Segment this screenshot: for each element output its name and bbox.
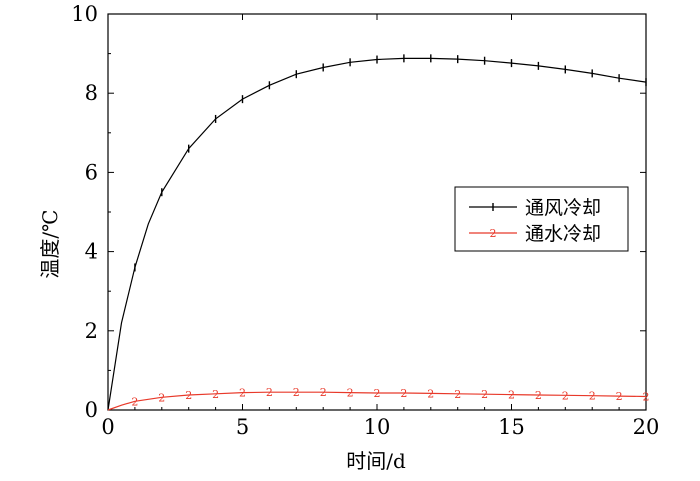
y-tick-label: 0 <box>85 398 98 422</box>
legend-item: 通风冷却 <box>469 197 601 219</box>
legend-marker: 2 <box>490 227 497 240</box>
x-tick-label: 10 <box>364 415 391 439</box>
data-point: 2 <box>347 387 354 400</box>
y-tick-label: 4 <box>85 240 98 264</box>
x-tick-label: 20 <box>633 415 660 439</box>
data-point: 2 <box>535 389 542 402</box>
data-point: 2 <box>212 388 219 401</box>
y-axis-title: 温度/℃ <box>38 209 62 278</box>
y-tick-label: 8 <box>85 81 98 105</box>
data-point: 2 <box>643 391 650 404</box>
series-1: 2 2 2 2 2 2 2 2 2 2 2 2 2 2 2 2 2 2 2 2 <box>107 386 650 411</box>
legend-label: 通水冷却 <box>525 223 601 245</box>
legend-item: 2 通水冷却 <box>469 223 601 245</box>
data-point: 2 <box>374 387 381 400</box>
x-axis-title: 时间/d <box>346 449 406 473</box>
y-tick-label: 10 <box>71 2 98 26</box>
data-point: 2 <box>427 387 434 400</box>
y-tick-label: 2 <box>85 319 98 343</box>
data-point: 2 <box>562 389 569 402</box>
data-point: 2 <box>454 388 461 401</box>
x-tick-label: 0 <box>101 415 114 439</box>
data-point: 2 <box>293 386 300 399</box>
legend-label: 通风冷却 <box>525 197 601 219</box>
data-point: 2 <box>589 390 596 403</box>
x-tick-label: 15 <box>498 415 525 439</box>
data-point: 2 <box>616 390 623 403</box>
legend-box <box>454 186 629 252</box>
data-point: 2 <box>185 389 192 402</box>
data-point: 2 <box>508 389 515 402</box>
series-line <box>107 391 647 411</box>
data-point: 2 <box>266 386 273 399</box>
data-point: 2 <box>158 391 165 404</box>
data-point: 2 <box>400 387 407 400</box>
data-point: 2 <box>320 386 327 399</box>
series-0 <box>107 54 647 411</box>
data-point: 2 <box>131 395 138 408</box>
data-point: 2 <box>239 387 246 400</box>
y-tick-label: 6 <box>85 160 98 184</box>
x-tick-label: 5 <box>236 415 249 439</box>
data-point: 2 <box>481 388 488 401</box>
